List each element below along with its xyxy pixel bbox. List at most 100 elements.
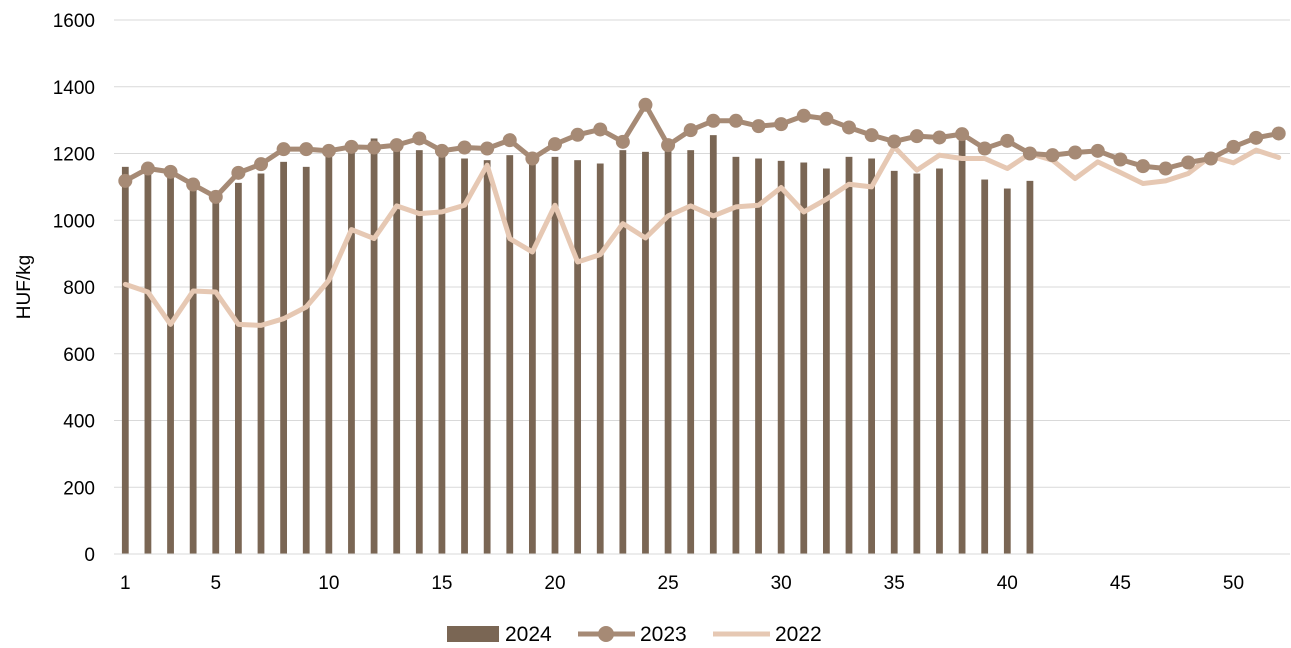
marker-2023 — [909, 129, 924, 144]
bar-2024 — [280, 161, 288, 554]
bar-2024 — [664, 143, 672, 555]
marker-2023 — [140, 161, 155, 176]
marker-2023 — [118, 173, 133, 188]
bar-2024 — [506, 155, 514, 554]
marker-2023 — [457, 140, 472, 155]
marker-2023 — [389, 138, 404, 153]
legend-label-2023: 2023 — [640, 623, 687, 646]
bar-2024 — [415, 150, 423, 554]
legend-swatch-2024 — [447, 626, 499, 642]
marker-2023 — [1158, 161, 1173, 176]
bar-2024 — [121, 166, 129, 554]
marker-2023 — [299, 142, 314, 157]
bar-2024 — [845, 156, 853, 554]
legend: 2024 2023 2022 — [447, 623, 822, 646]
bar-2024 — [596, 163, 604, 554]
marker-2023 — [1136, 159, 1150, 174]
bar-2024 — [325, 150, 333, 554]
bar-2024 — [777, 160, 785, 554]
marker-2023 — [163, 164, 178, 179]
marker-2023 — [186, 177, 201, 192]
bar-2024 — [483, 160, 491, 555]
marker-2023 — [955, 127, 970, 142]
y-tick-label: 0 — [84, 545, 95, 566]
marker-2023 — [683, 123, 698, 138]
bar-2024 — [212, 196, 220, 554]
bar-2024 — [642, 151, 649, 555]
y-axis-title: HUF/kg — [14, 255, 35, 319]
bar-2024 — [800, 162, 808, 555]
marker-2023 — [1045, 148, 1060, 163]
marker-2023 — [525, 151, 540, 166]
marker-2023 — [321, 143, 336, 158]
marker-2023 — [1000, 133, 1015, 148]
x-tick-label: 20 — [544, 573, 565, 594]
marker-2023 — [548, 137, 562, 152]
bar-2024 — [302, 166, 310, 554]
bar-2024 — [1026, 180, 1034, 554]
marker-2023 — [1249, 130, 1264, 145]
marker-2023 — [1226, 139, 1241, 154]
bar-2024 — [234, 182, 242, 554]
legend-label-2024: 2024 — [505, 623, 552, 646]
x-tick-label: 10 — [318, 573, 339, 594]
marker-2023 — [1271, 126, 1286, 141]
x-tick-label: 5 — [210, 573, 221, 594]
y-tick-label: 1200 — [53, 145, 95, 166]
bar-2024 — [958, 140, 966, 554]
marker-2023 — [615, 134, 630, 149]
marker-2023 — [276, 142, 291, 157]
marker-2023 — [842, 120, 856, 135]
bar-2024 — [528, 156, 536, 554]
marker-2023 — [1090, 143, 1105, 158]
marker-2023 — [796, 108, 811, 123]
series-2023 — [118, 97, 1286, 204]
y-tick-label: 200 — [63, 478, 95, 499]
y-axis-ticks: 0 200 400 600 800 1000 1200 1400 1600 — [53, 11, 95, 566]
bar-2024 — [868, 158, 876, 554]
marker-2023 — [1022, 146, 1037, 161]
bar-2024 — [755, 158, 762, 554]
marker-2023 — [706, 113, 721, 128]
bar-2024 — [189, 186, 197, 554]
bar-2024 — [574, 160, 582, 555]
y-tick-label: 1000 — [53, 211, 95, 232]
bar-2024 — [167, 173, 174, 554]
x-tick-label: 40 — [997, 573, 1018, 594]
x-tick-label: 45 — [1110, 573, 1131, 594]
bars-2024 — [121, 135, 1034, 555]
bar-2024 — [732, 156, 740, 554]
marker-2023 — [932, 130, 947, 145]
legend-label-2022: 2022 — [775, 623, 822, 646]
marker-2023 — [344, 139, 359, 154]
marker-2023 — [661, 138, 676, 153]
y-tick-label: 800 — [63, 278, 95, 299]
marker-2023 — [593, 122, 608, 137]
marker-2023 — [977, 141, 992, 156]
bar-2024 — [370, 138, 378, 554]
marker-2023 — [819, 111, 834, 126]
y-tick-label: 400 — [63, 412, 95, 433]
marker-2023 — [887, 134, 902, 149]
x-tick-label: 30 — [771, 573, 792, 594]
marker-2023 — [231, 165, 246, 180]
marker-2023 — [638, 97, 653, 112]
bar-2024 — [551, 156, 559, 554]
bar-2024 — [619, 150, 627, 554]
y-tick-label: 1600 — [53, 11, 95, 32]
line-2022 — [122, 144, 1282, 328]
marker-2023 — [774, 117, 789, 132]
marker-2023 — [1113, 152, 1128, 167]
bar-2024 — [1003, 188, 1011, 554]
x-tick-label: 15 — [431, 573, 452, 594]
marker-2023 — [434, 143, 449, 158]
x-tick-label: 35 — [884, 573, 905, 594]
series-2022 — [122, 144, 1282, 328]
marker-2023 — [1068, 145, 1083, 160]
bar-2024 — [822, 168, 830, 555]
y-tick-label: 600 — [63, 345, 95, 366]
marker-2023 — [367, 140, 382, 155]
legend-marker-2023 — [598, 626, 614, 642]
